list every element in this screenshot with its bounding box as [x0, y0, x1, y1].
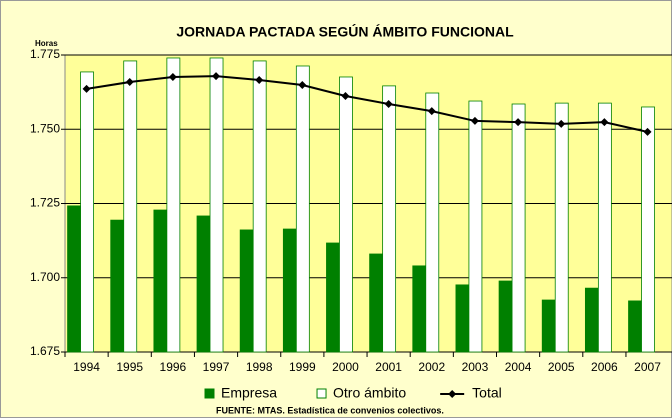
bar [339, 76, 353, 353]
bar [412, 265, 427, 353]
bar [641, 106, 655, 353]
y-tick-label: 1.725 [30, 196, 60, 210]
legend-swatch [316, 388, 327, 399]
bar [153, 209, 168, 353]
x-tick-label: 1998 [246, 360, 273, 374]
line [86, 75, 648, 133]
bar [511, 103, 526, 353]
marker [341, 91, 350, 100]
y-tick-label: 1.675 [30, 344, 60, 358]
marker [514, 118, 523, 127]
bar [80, 71, 94, 353]
x-tick-label: 2005 [548, 360, 575, 374]
bar [295, 65, 310, 353]
y-tick-label: 1.700 [30, 270, 60, 284]
bar [282, 228, 297, 353]
bar [554, 102, 569, 353]
marker [557, 119, 566, 128]
x-tick-label: 2000 [332, 360, 359, 374]
marker [125, 78, 134, 87]
bar [67, 205, 81, 353]
marker [470, 116, 479, 125]
source: FUENTE: MTAS. Estadística de convenios c… [216, 405, 444, 415]
bar [369, 253, 384, 353]
bar [209, 57, 224, 353]
x-tick-label: 2001 [375, 360, 402, 374]
bar [584, 287, 599, 353]
bar [597, 102, 612, 353]
legend-marker [448, 390, 457, 398]
bar [455, 284, 470, 353]
x-tick-label: 1996 [160, 360, 187, 374]
bar [382, 85, 397, 353]
marker [643, 127, 652, 136]
marker [600, 118, 609, 127]
bar [239, 229, 254, 353]
x-tick-label: 1995 [116, 360, 143, 374]
bar [425, 92, 440, 353]
marker [384, 100, 393, 109]
chart-title: JORNADA PACTADA SEGÚN ÁMBITO FUNCIONAL [176, 23, 514, 40]
x-tick-label: 2002 [418, 360, 445, 374]
x-tick-label: 2004 [505, 360, 532, 374]
y-label: Horas [35, 39, 58, 48]
y-tick-label: 1.775 [30, 47, 60, 61]
x-tick-label: 1994 [73, 360, 100, 374]
marker [82, 84, 91, 93]
bar [541, 299, 556, 353]
y-tick-label: 1.750 [30, 121, 60, 135]
x-tick-label: 1999 [289, 360, 316, 374]
bar [326, 242, 340, 353]
x-tick-label: 2003 [462, 360, 489, 374]
legend-label: Empresa [221, 385, 277, 401]
marker [212, 72, 221, 81]
bar [123, 60, 138, 353]
bar [252, 60, 267, 353]
bar [196, 215, 211, 353]
legend-swatch [204, 388, 215, 399]
marker [427, 107, 436, 116]
bar [628, 300, 642, 353]
bar [166, 57, 181, 353]
bar [110, 219, 125, 353]
x-tick-label: 2006 [591, 360, 618, 374]
legend-label: Otro ámbito [333, 385, 406, 401]
bar [498, 280, 513, 353]
marker [255, 75, 264, 84]
x-tick-label: 2007 [634, 360, 661, 374]
marker [168, 72, 177, 81]
bar [468, 100, 483, 353]
x-tick-label: 1997 [203, 360, 230, 374]
legend-label: Total [472, 385, 502, 401]
marker [298, 80, 307, 89]
